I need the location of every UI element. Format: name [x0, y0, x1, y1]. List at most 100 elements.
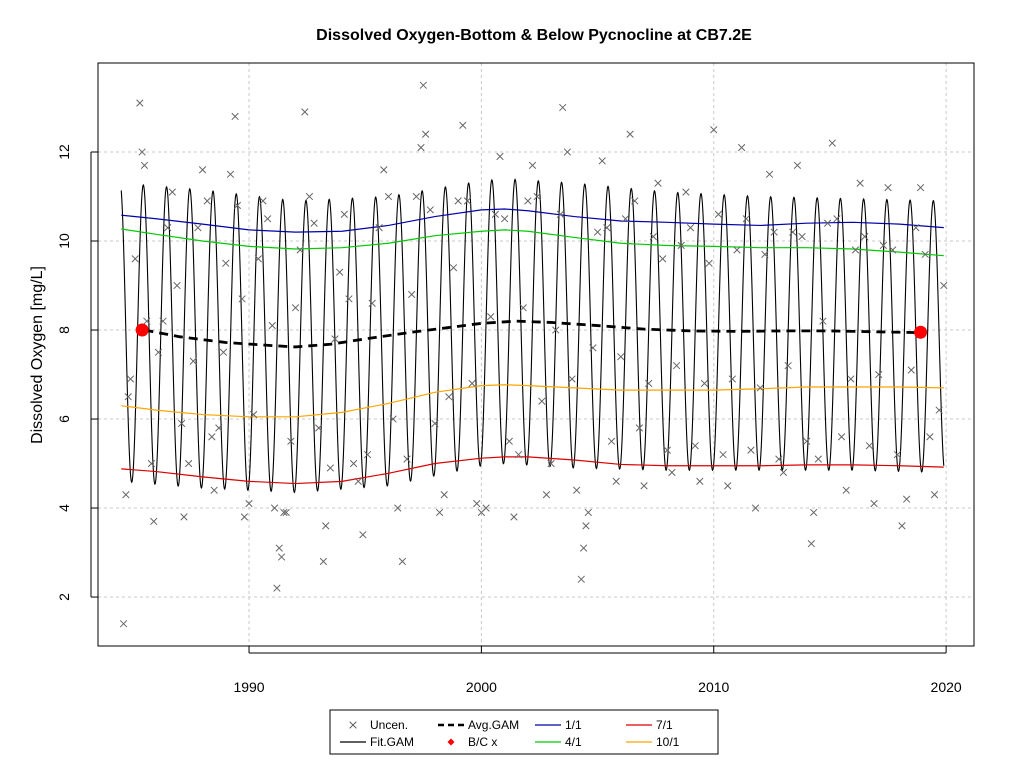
y-axis-label: Dissolved Oxygen [mg/L]: [29, 266, 46, 444]
legend-item-fit-gam: Fit.GAM: [340, 735, 414, 749]
uncen-point-148: [751, 504, 760, 512]
uncen-point-16: [177, 419, 186, 428]
uncen-point-122: [631, 197, 639, 205]
chart-title: Dissolved Oxygen-Bottom & Below Pycnocli…: [316, 27, 752, 44]
uncen-point-124: [640, 482, 648, 490]
uncen-point-61: [359, 531, 367, 539]
uncen-point-160: [807, 539, 816, 548]
legend-item-b-c-x: B/C x: [447, 735, 497, 749]
legend-label: 7/1: [656, 718, 673, 732]
uncen-point-180: [898, 522, 906, 530]
uncen-point-6: [138, 148, 146, 156]
uncen-point-2: [124, 393, 132, 401]
uncen-point-165: [828, 139, 836, 147]
uncen-point-37: [263, 215, 272, 223]
uncen-point-164: [823, 219, 832, 227]
uncen-point-17: [180, 513, 188, 521]
x-tick-label-3: 2020: [931, 679, 962, 695]
uncen-point-18: [184, 459, 193, 468]
uncen-point-184: [916, 183, 925, 192]
legend: Uncen. Fit.GAM Avg.GAM B/C x 1/1 4/1 7/1 10/1: [329, 709, 719, 755]
uncen-point-171: [856, 179, 864, 187]
legend-box: [329, 709, 719, 755]
uncen-point-35: [254, 255, 262, 263]
uncen-point-151: [765, 170, 774, 178]
series-4-1: [121, 228, 944, 257]
series-10-1: [121, 384, 944, 418]
uncen-point-11: [154, 348, 163, 356]
uncen-point-3: [126, 375, 135, 383]
uncen-point-80: [445, 393, 453, 401]
uncen-point-20: [194, 224, 202, 232]
uncen-point-92: [500, 215, 509, 223]
uncen-point-88: [482, 504, 490, 512]
uncen-point-132: [677, 241, 685, 250]
uncen-point-34: [250, 410, 258, 419]
uncen-point-25: [215, 424, 223, 432]
legend-label: Fit.GAM: [370, 735, 414, 749]
uncen-point-65: [380, 166, 388, 174]
series-1-1: [121, 208, 944, 233]
uncen-point-36: [259, 197, 267, 205]
uncen-point-54: [326, 464, 335, 472]
uncen-point-77: [431, 419, 439, 428]
uncen-point-82: [454, 197, 462, 205]
uncen-point-154: [779, 468, 788, 477]
uncen-point-173: [865, 442, 874, 450]
uncen-point-140: [714, 210, 723, 218]
uncen-point-161: [810, 508, 818, 517]
uncen-point-179: [893, 450, 901, 459]
uncen-point-145: [737, 143, 746, 152]
uncen-point-12: [159, 317, 167, 325]
uncen-point-186: [926, 433, 934, 441]
uncen-point-105: [559, 103, 567, 112]
uncen-point-42: [277, 553, 286, 561]
uncen-point-66: [384, 192, 393, 201]
uncen-point-41: [275, 544, 283, 552]
uncen-point-40: [273, 584, 281, 592]
uncen-point-97: [524, 197, 532, 205]
uncen-point-128: [658, 255, 667, 263]
legend-label: 4/1: [565, 735, 582, 749]
uncen-point-79: [440, 491, 448, 499]
uncen-point-112: [584, 508, 592, 517]
uncen-point-45: [287, 437, 295, 445]
uncen-point-43: [280, 508, 288, 517]
legend-label: Avg.GAM: [468, 718, 519, 732]
uncen-point-176: [879, 241, 888, 250]
x-tick-label-2: 2010: [698, 679, 729, 695]
uncen-point-29: [231, 112, 239, 121]
uncen-point-109: [577, 575, 585, 583]
uncen-point-137: [700, 379, 709, 388]
legend-label: 1/1: [565, 718, 582, 732]
uncen-point-107: [568, 375, 576, 383]
uncen-point-156: [789, 228, 797, 236]
uncen-point-188: [935, 406, 943, 414]
uncen-point-129: [663, 446, 671, 454]
uncen-point-58: [345, 295, 353, 303]
uncen-point-85: [468, 379, 476, 388]
series-avg-gam: [144, 319, 921, 349]
legend-item-4-1: 4/1: [535, 735, 582, 749]
uncen-point-44: [282, 508, 290, 517]
uncen-point-59: [349, 459, 358, 468]
legend-item-avg-gam: Avg.GAM: [438, 718, 519, 732]
uncen-point-95: [514, 450, 523, 459]
uncen-point-33: [245, 499, 253, 508]
uncen-point-142: [724, 482, 732, 490]
uncen-point-111: [582, 522, 590, 530]
uncen-point-110: [579, 544, 588, 552]
uncen-point-101: [542, 491, 551, 499]
uncen-point-185: [921, 250, 929, 259]
bc-point-0: [135, 323, 149, 337]
uncen-point-75: [421, 130, 430, 138]
legend-label: Uncen.: [370, 718, 408, 732]
uncen-point-32: [240, 513, 249, 521]
uncen-point-98: [528, 161, 537, 170]
uncen-point-133: [682, 188, 690, 196]
axes: 1990 2000 2010 2020 2 4 6 8 10 12: [56, 144, 962, 695]
uncen-point-31: [238, 295, 246, 303]
uncen-point-104: [556, 210, 565, 218]
uncen-point-5: [136, 99, 144, 107]
